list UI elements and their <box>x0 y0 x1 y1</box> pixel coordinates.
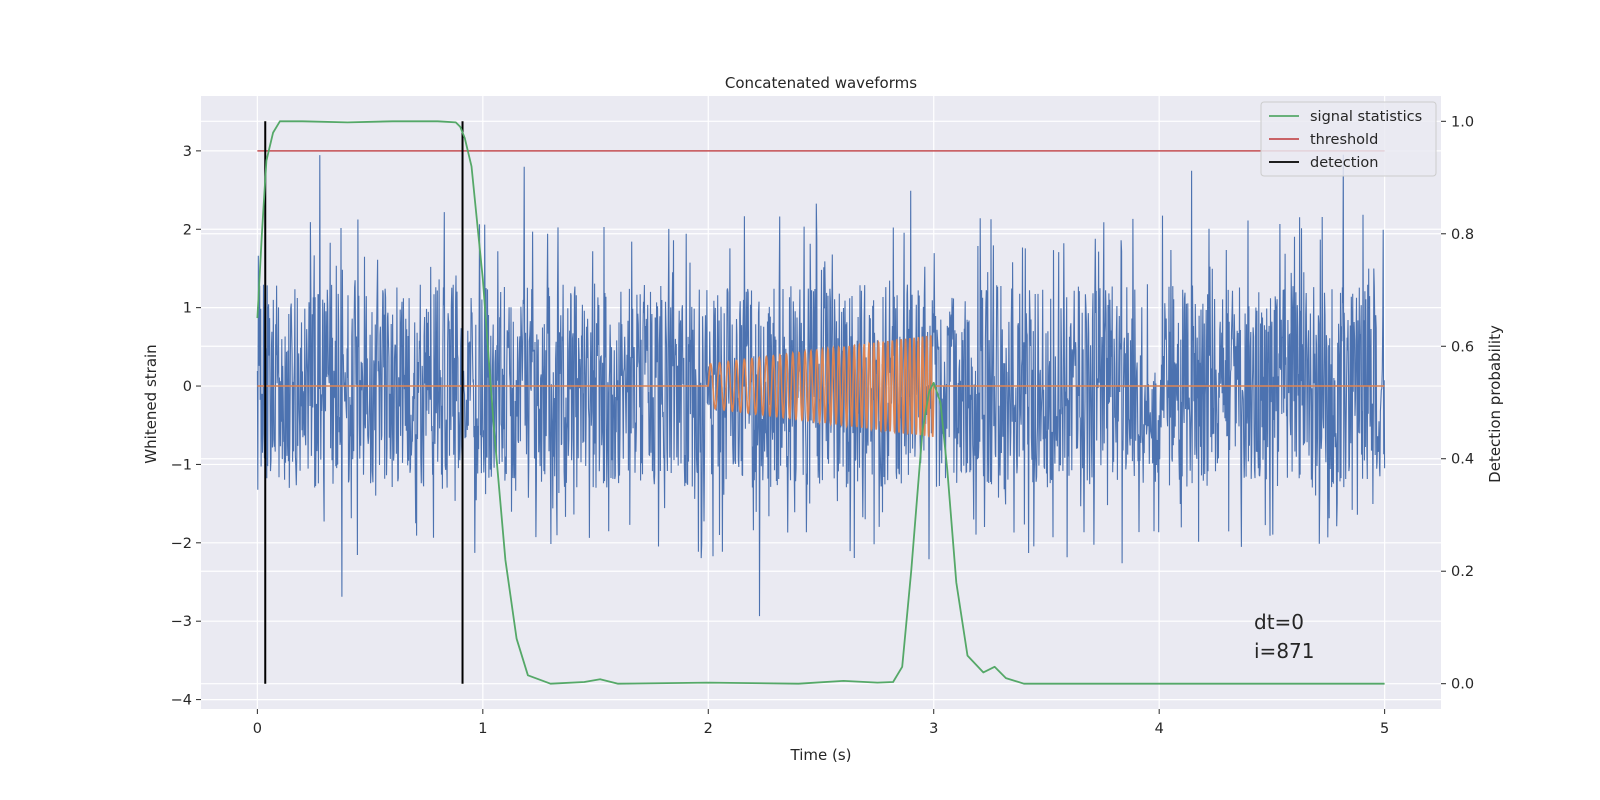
y-tick-label: 2 <box>183 222 192 238</box>
y2-tick-label: 0.4 <box>1451 452 1474 468</box>
y-tick-label: 3 <box>183 144 192 160</box>
x-tick-label: 4 <box>1155 721 1164 737</box>
legend: signal statistics threshold detection <box>1260 101 1437 177</box>
x-axis-label: Time (s) <box>790 746 852 764</box>
x-tick-label: 5 <box>1380 721 1389 737</box>
y2-axis-label: Detection probability <box>1486 325 1504 483</box>
y2-tick-label: 0.8 <box>1451 227 1474 243</box>
y2-tick-label: 0.2 <box>1451 564 1474 580</box>
series-layer <box>256 120 1386 685</box>
y-tick-labels: −4 −3 −2 −1 0 1 2 3 <box>171 144 201 709</box>
y-tick-label: −1 <box>171 457 192 473</box>
legend-label-signal-statistics: signal statistics <box>1310 109 1422 125</box>
annotation-i: i=871 <box>1254 639 1315 663</box>
annotation-dt: dt=0 <box>1254 610 1304 634</box>
strain-noise-series <box>256 154 1386 617</box>
legend-label-threshold: threshold <box>1310 132 1378 148</box>
y2-tick-label: 1.0 <box>1451 114 1474 130</box>
x-tick-label: 0 <box>253 721 262 737</box>
y2-tick-label: 0.0 <box>1451 677 1474 693</box>
y-tick-label: −2 <box>171 536 192 552</box>
y2-tick-label: 0.6 <box>1451 339 1474 355</box>
signal-statistics-line <box>256 120 1385 685</box>
chart-title: Concatenated waveforms <box>725 74 917 92</box>
x-tick-labels: 0 1 2 3 4 5 <box>253 709 1389 737</box>
y2-tick-labels: 0.0 0.2 0.4 0.6 0.8 1.0 <box>1441 114 1474 693</box>
y-tick-label: −4 <box>171 693 192 709</box>
y-tick-label: 1 <box>183 301 192 317</box>
y-axis-label: Whitened strain <box>142 344 160 463</box>
x-tick-label: 3 <box>929 721 938 737</box>
y-tick-label: −3 <box>171 614 192 630</box>
chirp-template-series <box>257 335 1385 438</box>
y-tick-label: 0 <box>183 379 192 395</box>
legend-box <box>1260 101 1437 177</box>
legend-label-detection: detection <box>1310 155 1378 171</box>
x-tick-label: 2 <box>704 721 713 737</box>
annotation-text: dt=0 i=871 <box>1254 610 1315 663</box>
x-tick-label: 1 <box>478 721 487 737</box>
